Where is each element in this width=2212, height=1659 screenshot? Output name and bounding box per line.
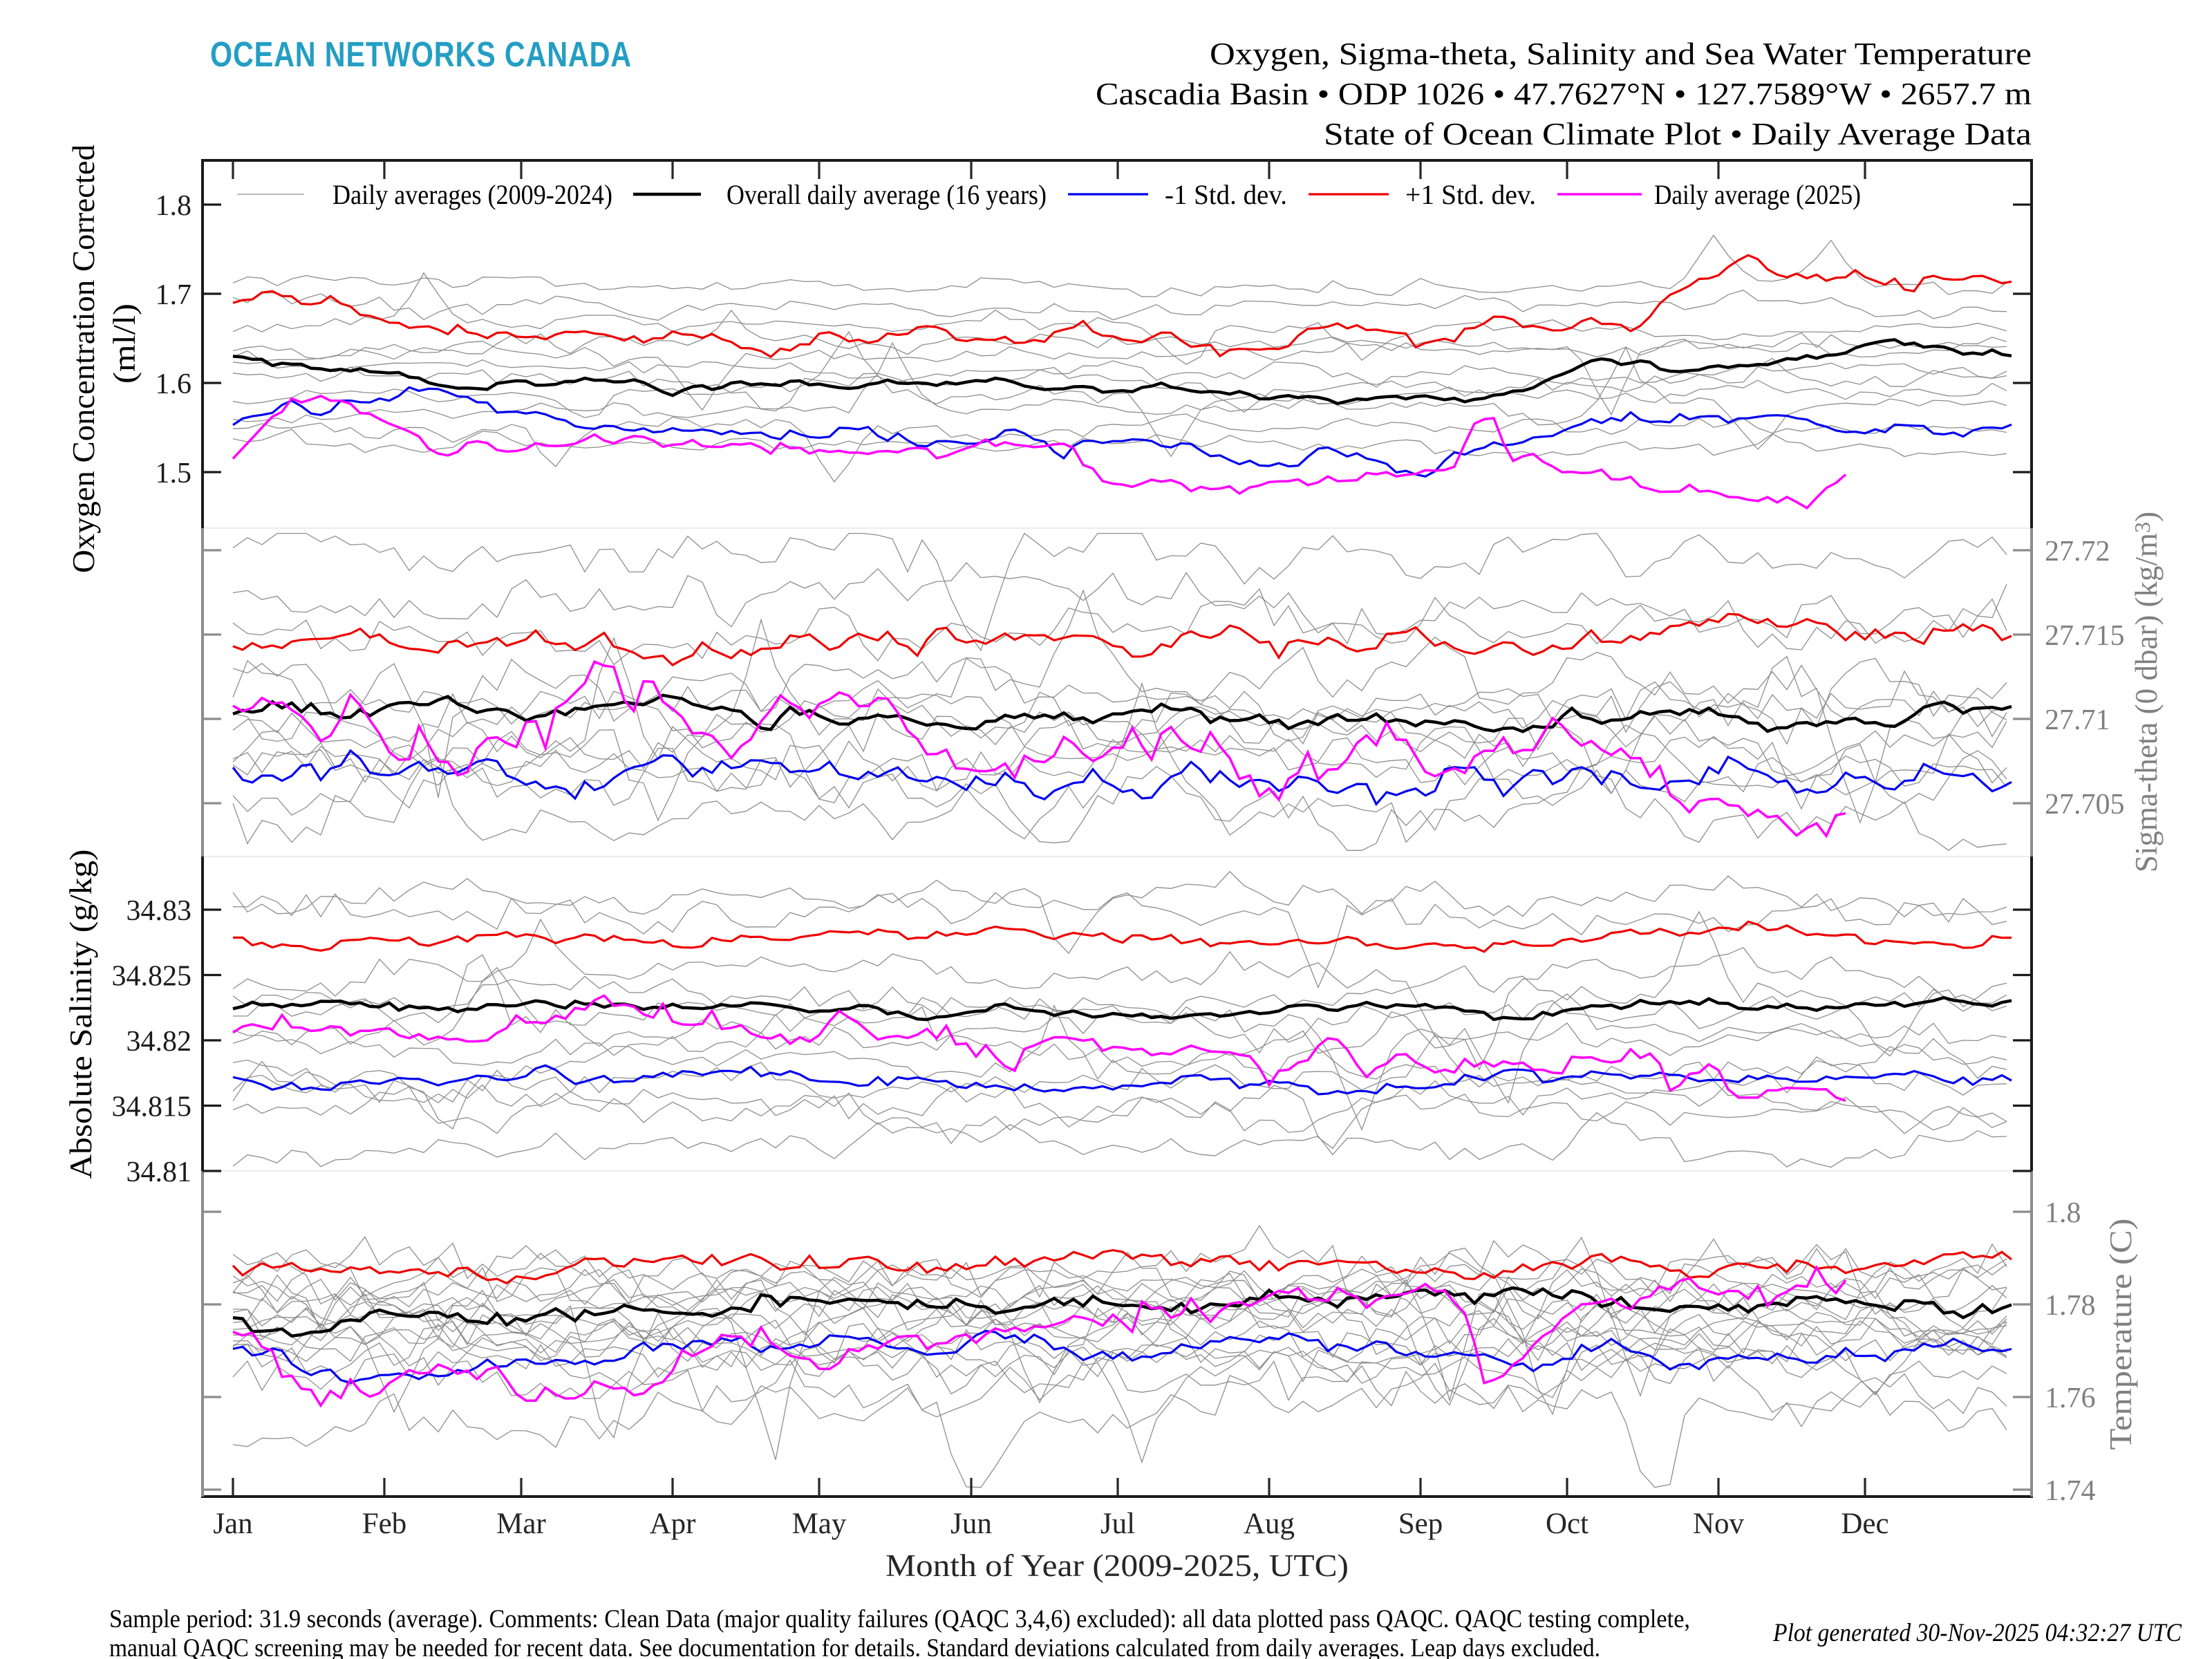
svg-text:+1 Std. dev.: +1 Std. dev. (1405, 179, 1536, 210)
svg-text:Dec: Dec (1841, 1508, 1888, 1540)
svg-text:State of Ocean Climate Plot •: State of Ocean Climate Plot • Daily Aver… (1324, 117, 2032, 151)
svg-text:Oxygen Concentration Corrected: Oxygen Concentration Corrected (66, 144, 101, 573)
svg-text:Apr: Apr (650, 1508, 696, 1540)
svg-text:Daily average (2025): Daily average (2025) (1654, 179, 1861, 210)
svg-text:27.705: 27.705 (2045, 789, 2125, 821)
svg-text:34.81: 34.81 (126, 1156, 192, 1188)
svg-text:27.71: 27.71 (2045, 704, 2110, 736)
svg-text:27.72: 27.72 (2045, 536, 2110, 568)
svg-text:34.82: 34.82 (126, 1026, 192, 1058)
svg-text:1.8: 1.8 (156, 190, 192, 222)
svg-text:Aug: Aug (1244, 1508, 1295, 1540)
svg-text:1.8: 1.8 (2045, 1197, 2081, 1229)
svg-text:27.715: 27.715 (2045, 620, 2125, 652)
svg-text:34.815: 34.815 (112, 1091, 192, 1123)
svg-text:1.7: 1.7 (156, 279, 192, 311)
svg-text:Sep: Sep (1398, 1508, 1443, 1540)
svg-text:Sample period: 31.9 seconds (a: Sample period: 31.9 seconds (average). C… (109, 1605, 1690, 1633)
svg-text:Oxygen, Sigma-theta, Salinity: Oxygen, Sigma-theta, Salinity and Sea Wa… (1210, 37, 2032, 71)
svg-text:1.78: 1.78 (2045, 1290, 2096, 1322)
svg-text:(ml/l): (ml/l) (107, 303, 142, 384)
svg-text:Nov: Nov (1693, 1508, 1745, 1540)
svg-text:Jul: Jul (1100, 1508, 1135, 1540)
svg-text:Absolute Salinity (g/kg): Absolute Salinity (g/kg) (64, 850, 98, 1179)
svg-text:1.74: 1.74 (2045, 1475, 2096, 1507)
svg-text:Temperature (C): Temperature (C) (2103, 1219, 2138, 1450)
svg-text:Daily averages (2009-2024): Daily averages (2009-2024) (332, 179, 612, 210)
svg-text:Cascadia Basin • ODP 1026 • 47: Cascadia Basin • ODP 1026 • 47.7627°N • … (1096, 77, 2032, 111)
svg-text:Sigma-theta (0 dbar) (kg/m3): Sigma-theta (0 dbar) (kg/m3) (2129, 512, 2164, 872)
svg-text:-1 Std. dev.: -1 Std. dev. (1165, 179, 1287, 210)
svg-text:1.6: 1.6 (156, 368, 192, 400)
svg-text:Month of Year (2009-2025, UTC): Month of Year (2009-2025, UTC) (885, 1548, 1349, 1583)
svg-text:1.76: 1.76 (2045, 1382, 2096, 1414)
svg-text:OCEAN NETWORKS CANADA: OCEAN NETWORKS CANADA (210, 35, 632, 74)
svg-text:Feb: Feb (362, 1508, 407, 1540)
svg-text:34.83: 34.83 (126, 895, 192, 927)
svg-text:Oct: Oct (1546, 1508, 1588, 1540)
svg-text:1.5: 1.5 (156, 458, 192, 489)
svg-text:34.825: 34.825 (112, 961, 192, 993)
svg-text:Overall daily average (16 year: Overall daily average (16 years) (727, 179, 1047, 210)
svg-text:Jan: Jan (213, 1508, 252, 1540)
svg-text:Mar: Mar (496, 1508, 546, 1540)
svg-text:Plot generated 30-Nov-2025 04:: Plot generated 30-Nov-2025 04:32:27 UTC (1772, 1619, 2182, 1647)
svg-text:manual QAQC screening may be n: manual QAQC screening may be needed for … (109, 1634, 1600, 1659)
svg-text:Jun: Jun (950, 1508, 992, 1540)
svg-text:May: May (792, 1508, 847, 1540)
